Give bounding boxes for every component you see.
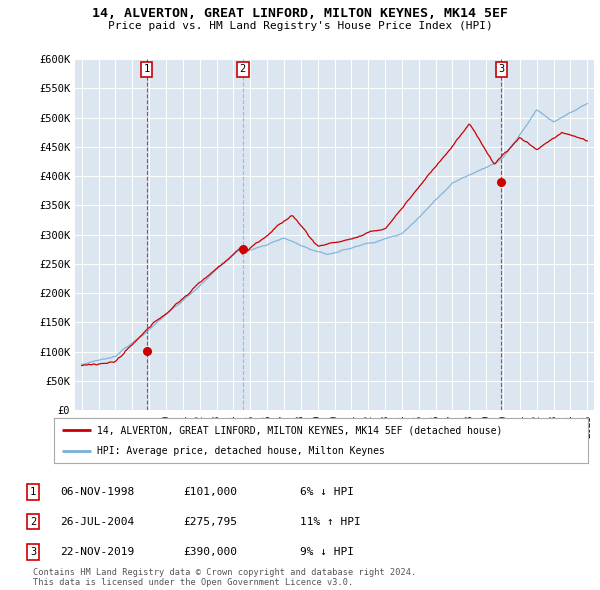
Text: 14, ALVERTON, GREAT LINFORD, MILTON KEYNES, MK14 5EF: 14, ALVERTON, GREAT LINFORD, MILTON KEYN… [92, 7, 508, 20]
Text: 6% ↓ HPI: 6% ↓ HPI [300, 487, 354, 497]
Text: 3: 3 [498, 64, 505, 74]
Text: 2: 2 [30, 517, 36, 526]
Text: Contains HM Land Registry data © Crown copyright and database right 2024.
This d: Contains HM Land Registry data © Crown c… [33, 568, 416, 587]
Text: 11% ↑ HPI: 11% ↑ HPI [300, 517, 361, 526]
Text: £275,795: £275,795 [183, 517, 237, 526]
Text: 26-JUL-2004: 26-JUL-2004 [60, 517, 134, 526]
Text: 9% ↓ HPI: 9% ↓ HPI [300, 547, 354, 556]
Text: 14, ALVERTON, GREAT LINFORD, MILTON KEYNES, MK14 5EF (detached house): 14, ALVERTON, GREAT LINFORD, MILTON KEYN… [97, 425, 502, 435]
Text: 06-NOV-1998: 06-NOV-1998 [60, 487, 134, 497]
Text: 22-NOV-2019: 22-NOV-2019 [60, 547, 134, 556]
Text: 1: 1 [143, 64, 150, 74]
Text: Price paid vs. HM Land Registry's House Price Index (HPI): Price paid vs. HM Land Registry's House … [107, 21, 493, 31]
Text: 3: 3 [30, 547, 36, 556]
Text: £390,000: £390,000 [183, 547, 237, 556]
Text: 1: 1 [30, 487, 36, 497]
Text: £101,000: £101,000 [183, 487, 237, 497]
Text: HPI: Average price, detached house, Milton Keynes: HPI: Average price, detached house, Milt… [97, 446, 385, 456]
Text: 2: 2 [240, 64, 246, 74]
